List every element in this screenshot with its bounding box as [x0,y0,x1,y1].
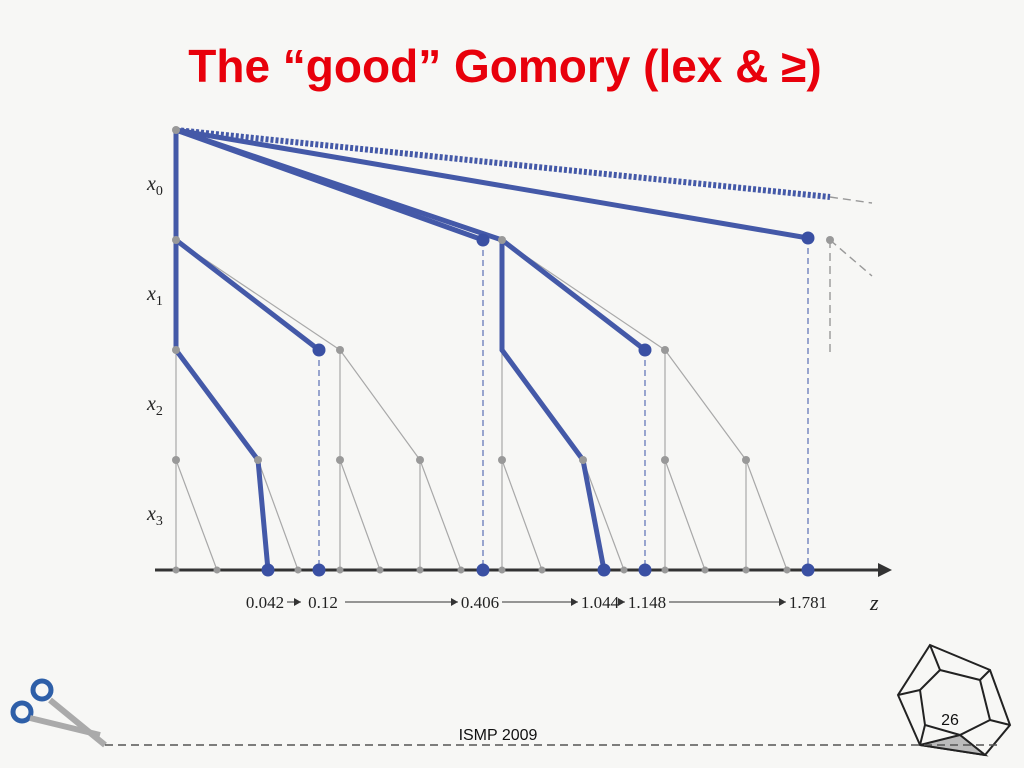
gray-dashes [829,196,873,352]
z-value: 1.044 [581,593,620,612]
row-label-sub: 3 [156,514,163,529]
row-label-sub: 0 [156,184,163,199]
z-axis-arrow [878,563,892,577]
dotted-cut [175,127,831,200]
blue-dashes [318,238,809,570]
row-label: x2 [146,393,163,419]
tree [155,126,892,577]
page-number: 26 [941,712,959,729]
row-label-var: x [146,173,156,195]
z-arrow-head [618,598,625,606]
z-arrow-head [779,598,786,606]
z-values: 0.042 0.12 0.406 1.044 1.148 1.781 [246,593,827,612]
row-label: x1 [146,283,163,309]
blue-nodes [261,231,815,577]
z-value: 0.042 [246,593,284,612]
gray-nodes [172,126,834,574]
z-arrow-head [294,598,301,606]
blue-edges [173,127,811,573]
z-arrow-head [451,598,458,606]
z-value: 1.148 [628,593,666,612]
z-value: 1.781 [789,593,827,612]
row-label-sub: 1 [156,294,163,309]
axis-label: z [869,590,879,615]
row-label-var: x [146,503,156,525]
row-label-var: x [146,283,156,305]
row-label: x0 [146,173,163,199]
z-arrow-head [571,598,578,606]
scissors-icon [10,678,107,748]
row-label-var: x [146,393,156,415]
row-label: x3 [146,503,163,529]
row-label-sub: 2 [156,404,163,419]
z-value: 0.12 [308,593,338,612]
footer-event: ISMP 2009 [459,727,538,744]
z-value: 0.406 [461,593,499,612]
title: The “good” Gomory (lex & ≥) [188,40,822,92]
